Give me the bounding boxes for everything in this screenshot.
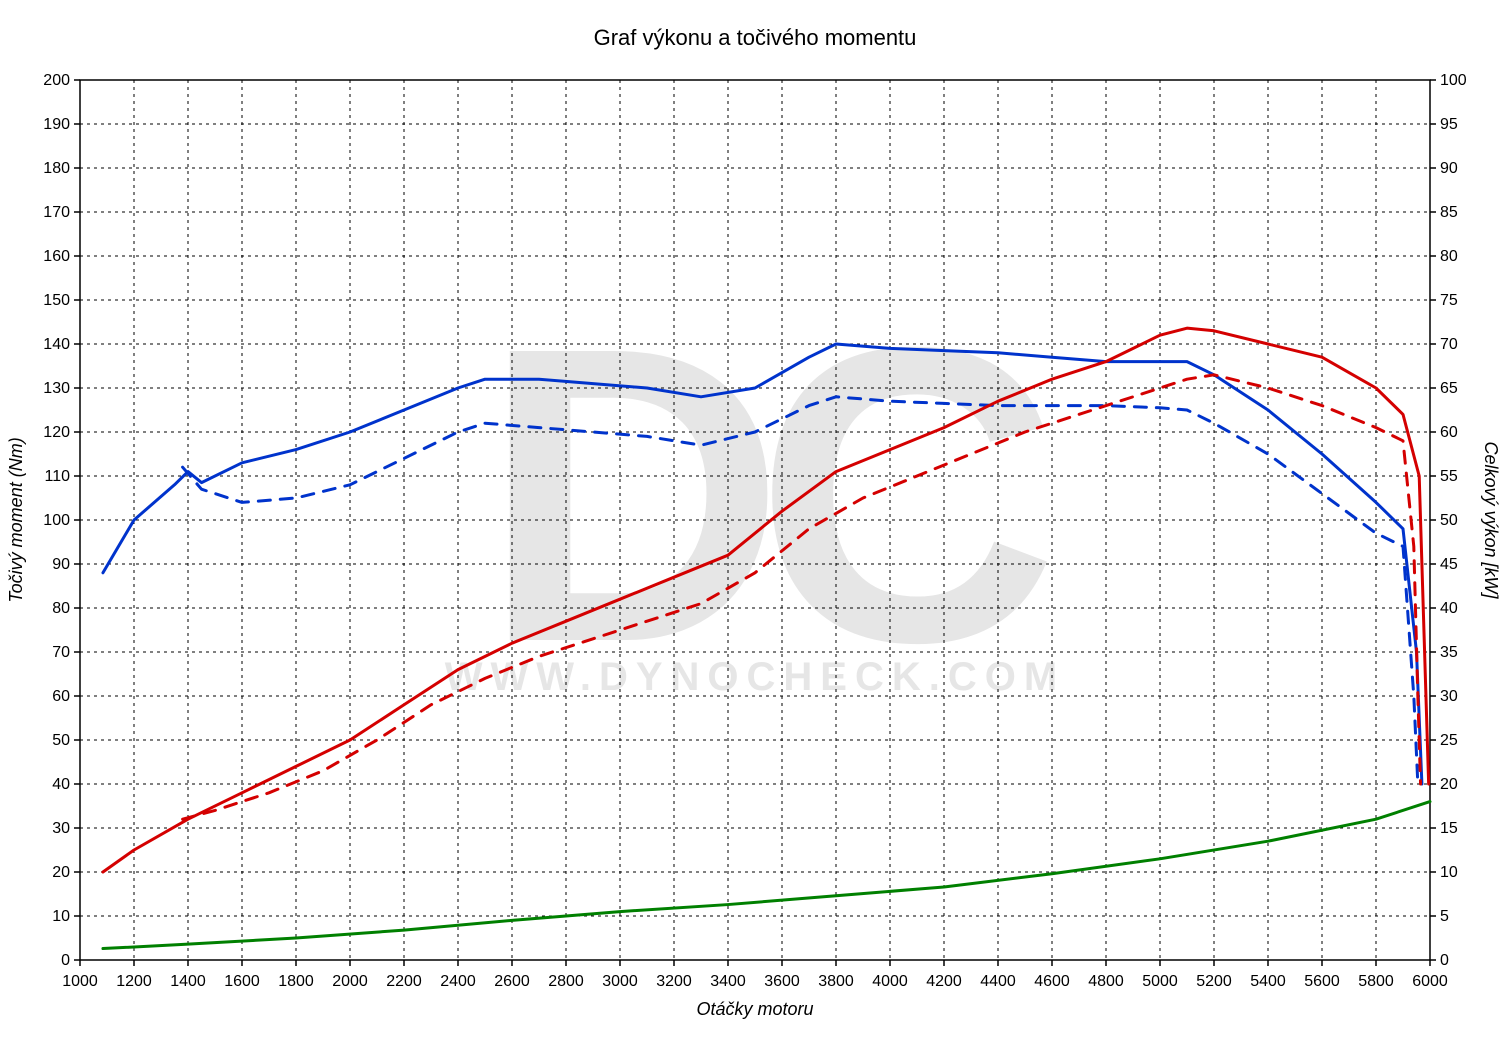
y-left-tick-label: 110 [44,468,70,485]
y-left-tick-label: 180 [43,160,70,177]
y-right-tick-label: 60 [1440,424,1458,441]
y-left-tick-label: 90 [52,556,70,573]
y-left-tick-label: 50 [52,732,70,749]
y-right-tick-label: 70 [1440,336,1458,353]
y-left-tick-label: 80 [52,600,70,617]
y-right-tick-label: 55 [1440,468,1458,485]
y-left-tick-label: 70 [52,644,70,661]
y-right-tick-label: 25 [1440,732,1458,749]
x-tick-label: 2400 [440,973,476,990]
y-right-tick-label: 35 [1440,644,1458,661]
y-right-tick-label: 50 [1440,512,1458,529]
x-tick-label: 4400 [980,973,1016,990]
y-right-tick-label: 0 [1440,952,1449,969]
x-tick-label: 5600 [1304,973,1340,990]
y-left-tick-label: 170 [43,204,70,221]
y-right-tick-label: 40 [1440,600,1458,617]
x-tick-label: 4800 [1088,973,1124,990]
y-right-tick-label: 75 [1440,292,1458,309]
x-tick-label: 2600 [494,973,530,990]
dyno-chart: DCWWW.DYNOCHECK.COM100012001400160018002… [0,0,1500,1041]
y-right-tick-label: 15 [1440,820,1458,837]
y-left-axis-label: Točivý moment (Nm) [6,437,26,602]
x-tick-label: 3200 [656,973,692,990]
y-right-tick-label: 30 [1440,688,1458,705]
y-left-tick-label: 160 [43,248,70,265]
y-right-axis-label: Celkový výkon [kW] [1481,441,1500,599]
y-left-tick-label: 100 [43,512,70,529]
svg-text:WWW.DYNOCHECK.COM: WWW.DYNOCHECK.COM [445,655,1065,699]
watermark: DCWWW.DYNOCHECK.COM [445,261,1065,730]
y-left-tick-label: 0 [61,952,70,969]
y-left-tick-label: 130 [43,380,70,397]
x-tick-label: 5200 [1196,973,1232,990]
x-tick-label: 5000 [1142,973,1178,990]
x-tick-label: 5400 [1250,973,1286,990]
y-left-tick-label: 150 [43,292,70,309]
x-tick-label: 1200 [116,973,152,990]
y-left-tick-label: 190 [43,116,70,133]
chart-canvas: DCWWW.DYNOCHECK.COM100012001400160018002… [0,0,1500,1041]
x-tick-label: 3400 [710,973,746,990]
y-right-tick-label: 20 [1440,776,1458,793]
y-right-tick-label: 85 [1440,204,1458,221]
x-axis-label: Otáčky motoru [696,999,813,1019]
x-tick-label: 3600 [764,973,800,990]
x-tick-label: 6000 [1412,973,1448,990]
x-tick-label: 4600 [1034,973,1070,990]
y-left-tick-label: 40 [52,776,70,793]
x-tick-label: 3800 [818,973,854,990]
y-left-tick-label: 140 [43,336,70,353]
y-left-tick-label: 10 [52,908,70,925]
y-left-tick-label: 120 [43,424,70,441]
x-tick-label: 2200 [386,973,422,990]
x-tick-label: 1800 [278,973,314,990]
x-tick-label: 4000 [872,973,908,990]
y-left-tick-label: 30 [52,820,70,837]
y-right-tick-label: 100 [1440,72,1467,89]
y-left-tick-label: 20 [52,864,70,881]
x-tick-label: 3000 [602,973,638,990]
y-right-tick-label: 65 [1440,380,1458,397]
y-right-tick-label: 10 [1440,864,1458,881]
x-tick-label: 2800 [548,973,584,990]
x-tick-label: 1400 [170,973,206,990]
y-right-tick-label: 90 [1440,160,1458,177]
x-tick-label: 1600 [224,973,260,990]
x-tick-label: 5800 [1358,973,1394,990]
y-right-tick-label: 95 [1440,116,1458,133]
chart-title: Graf výkonu a točivého momentu [594,25,917,50]
x-tick-label: 2000 [332,973,368,990]
x-tick-label: 1000 [62,973,98,990]
y-right-tick-label: 45 [1440,556,1458,573]
y-left-tick-label: 60 [52,688,70,705]
y-right-tick-label: 5 [1440,908,1449,925]
x-tick-label: 4200 [926,973,962,990]
y-left-tick-label: 200 [43,72,70,89]
y-right-tick-label: 80 [1440,248,1458,265]
